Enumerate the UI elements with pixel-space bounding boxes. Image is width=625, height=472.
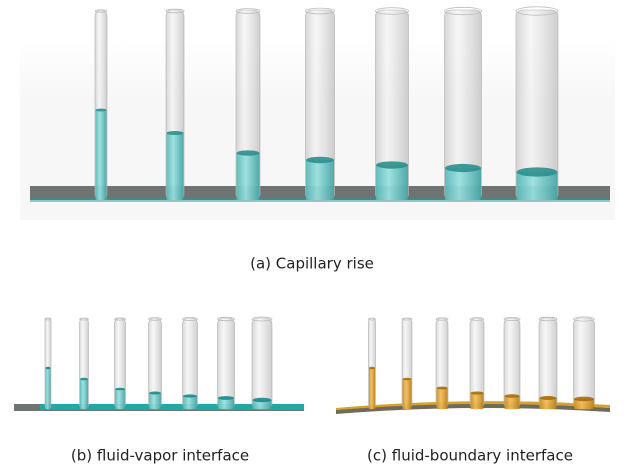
meniscus [505, 394, 520, 398]
meniscus [149, 392, 161, 395]
liquid-column [183, 396, 197, 409]
liquid-column [167, 133, 184, 200]
meniscus [369, 367, 375, 369]
meniscus [471, 391, 484, 394]
meniscus [115, 388, 125, 390]
liquid-column [96, 110, 107, 200]
meniscus [574, 397, 594, 402]
caption: (b) fluid-vapor interface [71, 447, 249, 465]
liquid-column [376, 165, 408, 200]
liquid-column [80, 379, 88, 409]
liquid-column [403, 379, 412, 409]
liquid-column [437, 388, 448, 409]
liquid-column [237, 153, 260, 200]
tube [574, 318, 595, 409]
meniscus [517, 167, 558, 176]
meniscus [376, 161, 408, 168]
liquid-column [46, 368, 51, 409]
meniscus [253, 398, 272, 402]
meniscus [218, 396, 234, 400]
tube [252, 318, 272, 409]
meniscus [167, 131, 184, 135]
meniscus [540, 396, 557, 400]
liquid-column [115, 389, 125, 409]
meniscus [445, 164, 481, 172]
liquid-column [369, 368, 375, 409]
liquid-column [445, 168, 481, 200]
liquid-column [306, 160, 334, 200]
liquid-column [471, 393, 484, 409]
meniscus [403, 378, 412, 380]
meniscus [183, 394, 197, 397]
figure: (a) Capillary rise (b) fluid-vapor inter… [0, 0, 625, 472]
liquid-column [505, 396, 520, 409]
page: (a) Capillary rise (b) fluid-vapor inter… [0, 0, 625, 472]
caption: (c) fluid-boundary interface [367, 447, 573, 465]
meniscus [46, 367, 51, 369]
liquid-column [149, 393, 161, 409]
tube [218, 318, 235, 409]
meniscus [437, 387, 448, 390]
meniscus [80, 378, 88, 380]
tube [539, 318, 557, 409]
caption: (a) Capillary rise [250, 255, 374, 273]
meniscus [96, 109, 107, 112]
meniscus [237, 150, 260, 155]
meniscus [306, 157, 334, 163]
